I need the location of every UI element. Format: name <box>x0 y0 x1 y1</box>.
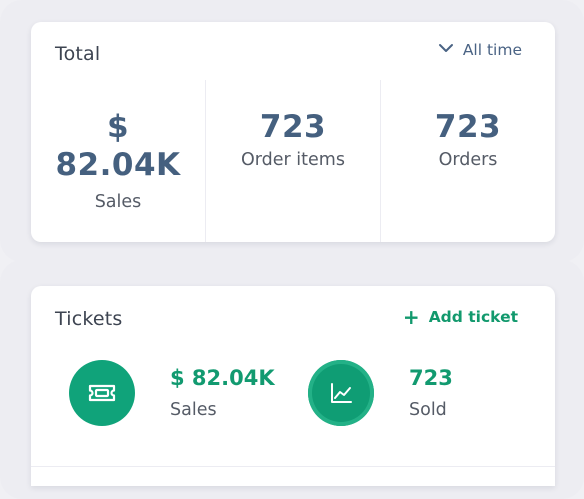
total-card: Total All time $ 82.04K Sales 723 Order … <box>31 22 555 242</box>
ticket-sold-label: Sold <box>409 400 447 420</box>
stat-order-items-label: Order items <box>241 150 345 170</box>
stat-orders: 723 Orders <box>380 80 555 242</box>
chart-icon <box>308 360 374 426</box>
card-divider <box>31 466 555 467</box>
stat-order-items: 723 Order items <box>205 80 380 242</box>
stat-orders-label: Orders <box>438 150 498 170</box>
time-range-label: All time <box>462 41 522 59</box>
ticket-sold-value: 723 <box>409 366 453 390</box>
add-ticket-label: Add ticket <box>428 308 518 326</box>
total-title: Total <box>55 43 101 65</box>
stat-orders-value: 723 <box>434 109 502 145</box>
stat-order-items-value: 723 <box>259 109 327 145</box>
stat-sales-currency: $ <box>106 109 130 145</box>
ticket-sales-label: Sales <box>170 400 217 420</box>
stat-sales: $ 82.04K Sales <box>31 80 205 242</box>
tickets-title: Tickets <box>55 308 123 330</box>
total-panel: Total All time $ 82.04K Sales 723 Order … <box>31 22 555 242</box>
stat-sales-label: Sales <box>94 192 142 212</box>
plus-icon: + <box>402 305 420 329</box>
stat-sales-value: 82.04K <box>55 147 181 183</box>
ticket-icon <box>69 360 135 426</box>
chevron-down-icon <box>438 40 454 60</box>
time-range-dropdown[interactable]: All time <box>438 40 522 60</box>
add-ticket-button[interactable]: + Add ticket <box>402 305 518 329</box>
ticket-sales-value: $ 82.04K <box>170 366 275 390</box>
tickets-card: Tickets + Add ticket $ 82.04K Sales 723 … <box>31 286 555 486</box>
total-stats: $ 82.04K Sales 723 Order items 723 Order… <box>31 80 555 242</box>
